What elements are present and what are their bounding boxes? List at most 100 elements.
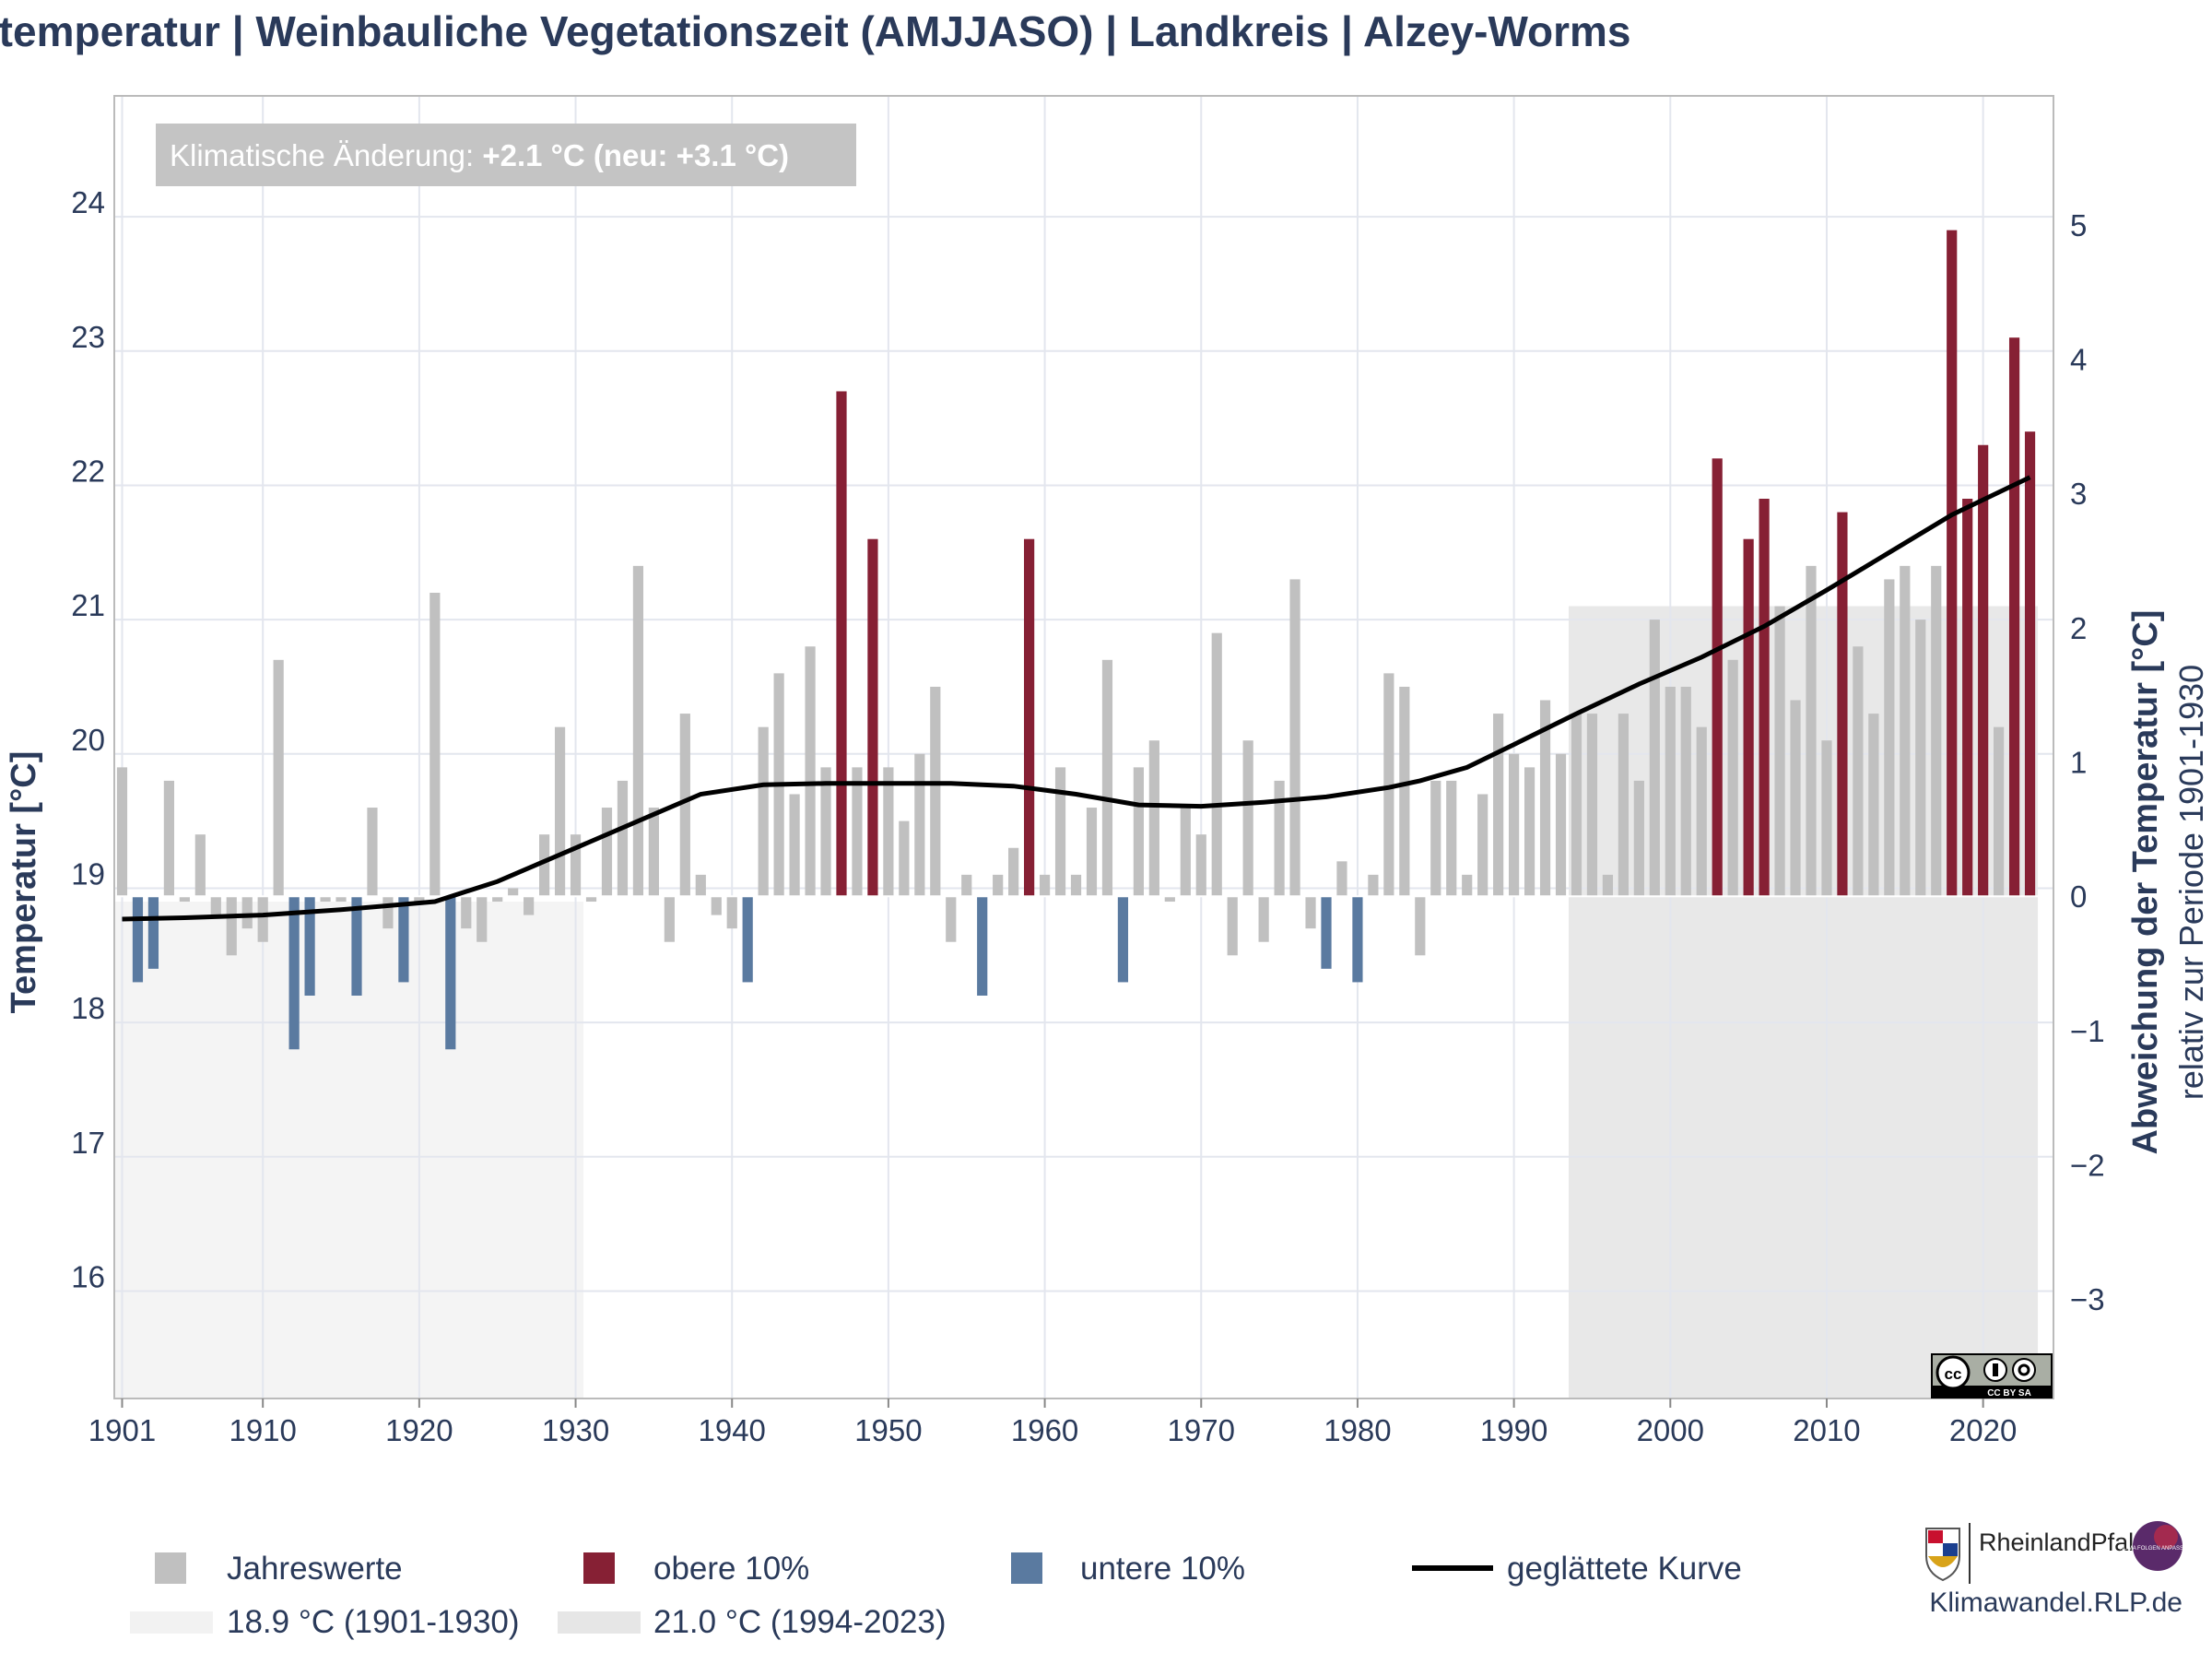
x-tick-label: 1950 [854,1413,922,1447]
logo-brand: RheinlandPfalz [1979,1528,2147,1556]
x-tick-label: 1980 [1324,1413,1391,1447]
legend-swatch-ref1 [130,1611,213,1634]
bar-1992 [1539,700,1551,897]
bar-2020 [1978,444,1989,897]
bar-1915 [335,896,347,903]
legend-swatch-jahreswerte [155,1552,186,1584]
bar-2018 [1947,230,1958,897]
bar-1979 [1336,861,1347,897]
bar-1968 [1164,896,1175,903]
bar-1931 [585,896,597,903]
bar-1937 [679,714,690,897]
rlp-logo: RheinlandPfalz KLIMA FOLGEN ANPASSUNG Kl… [1925,1521,2196,1618]
y-right-tick-label: −2 [2070,1149,2105,1183]
bar-1924 [477,896,488,942]
y-left-tick-label: 16 [71,1259,105,1293]
legend-label-ref2: 21.0 °C (1994-2023) [653,1604,947,1640]
bar-1978 [1321,896,1332,969]
bar-1914 [320,896,331,903]
reference-period-1994-2023 [1569,606,2039,1398]
x-tick-label: 1910 [229,1413,296,1447]
bar-2000 [1665,686,1676,897]
bar-2014 [1884,579,1895,897]
bar-2007 [1774,606,1785,897]
y-left-tick-label: 21 [71,588,105,622]
chart-title: Maximumtemperatur | Weinbauliche Vegetat… [0,7,1631,55]
legend-label-obere: obere 10% [653,1551,809,1587]
annotation-value: +2.1 °C (neu: +3.1 °C) [482,138,789,172]
y-right-label-line1: Abweichung der Temperatur [°C] [2126,610,2165,1155]
bar-1986 [1446,780,1457,897]
bar-1905 [179,896,190,903]
bar-1967 [1148,740,1159,897]
y-left-tick-label: 20 [71,723,105,757]
bar-1902 [132,896,144,983]
logo-url[interactable]: Klimawandel.RLP.de [1929,1587,2183,1618]
bar-1977 [1305,896,1316,929]
bar-1930 [570,834,582,897]
bar-1957 [993,874,1004,897]
bar-1997 [1618,714,1629,897]
climate-change-annotation: Klimatische Änderung: +2.1 °C (neu: +3.1… [156,124,856,186]
bar-1952 [914,753,925,897]
x-axis-ticks: 1901 1910 1920 1930 1940 1950 1960 1970 1980 1990… [88,1398,2017,1447]
bar-1965 [1117,896,1129,983]
plot-frame [113,95,2054,1399]
bar-1907 [210,896,221,915]
bar-2003 [1712,458,1723,897]
y-right-tick-label: 1 [2070,746,2087,780]
x-tick-label: 1930 [542,1413,609,1447]
bar-1936 [664,896,675,942]
bar-2022 [2008,337,2020,897]
bar-1985 [1430,780,1441,897]
x-tick-label: 1920 [385,1413,453,1447]
bar-2017 [1931,565,1942,897]
bar-2015 [1900,565,1911,897]
bar-1910 [257,896,268,942]
x-tick-label: 2010 [1793,1413,1860,1447]
bar-1940 [726,896,737,929]
y-right-tick-label: 2 [2070,611,2087,645]
logo-badge: KLIMA FOLGEN ANPASSUNG [2120,1546,2196,1552]
bar-1959 [1024,538,1035,897]
bar-1953 [930,686,941,897]
y-right-tick-label: −1 [2070,1014,2105,1048]
x-tick-label: 1960 [1011,1413,1078,1447]
bar-1926 [508,888,519,897]
bar-1998 [1633,780,1644,897]
coat-of-arms-icon [1925,1528,1960,1582]
bar-1923 [461,896,472,929]
legend-label-ref1: 18.9 °C (1901-1930) [227,1604,520,1640]
y-left-label: Temperatur [°C] [5,751,43,1014]
bar-1993 [1555,753,1567,897]
bar-1929 [554,726,566,897]
bar-1991 [1524,767,1535,897]
bar-1908 [226,896,237,956]
bar-1948 [852,767,863,897]
bar-1975 [1274,780,1285,897]
smoothed-curve [122,475,2031,922]
y-right-axis-ticks: −3 −2 −1 0 1 2 3 4 5 [2070,208,2105,1316]
bar-2021 [1994,726,2005,897]
bar-1987 [1462,874,1473,897]
y-right-tick-label: 3 [2070,477,2087,511]
bar-1912 [288,896,300,1050]
bar-1964 [1101,659,1113,897]
bar-2019 [1962,499,1973,897]
legend-label-kurve: geglättete Kurve [1507,1551,1742,1587]
legend: Jahreswerte obere 10% untere 10% geglätt… [130,1551,1742,1640]
bar-1984 [1415,896,1426,956]
y-left-tick-label: 24 [71,185,105,219]
bar-1999 [1649,620,1660,897]
bar-1916 [351,896,362,996]
bar-1906 [194,834,206,897]
bar-1922 [445,896,456,1050]
bar-1955 [961,874,972,897]
bar-1989 [1493,714,1504,897]
bar-1972 [1227,896,1238,956]
y-right-tick-label: 4 [2070,343,2087,377]
bar-2008 [1790,700,1801,897]
bar-1994 [1571,714,1583,897]
